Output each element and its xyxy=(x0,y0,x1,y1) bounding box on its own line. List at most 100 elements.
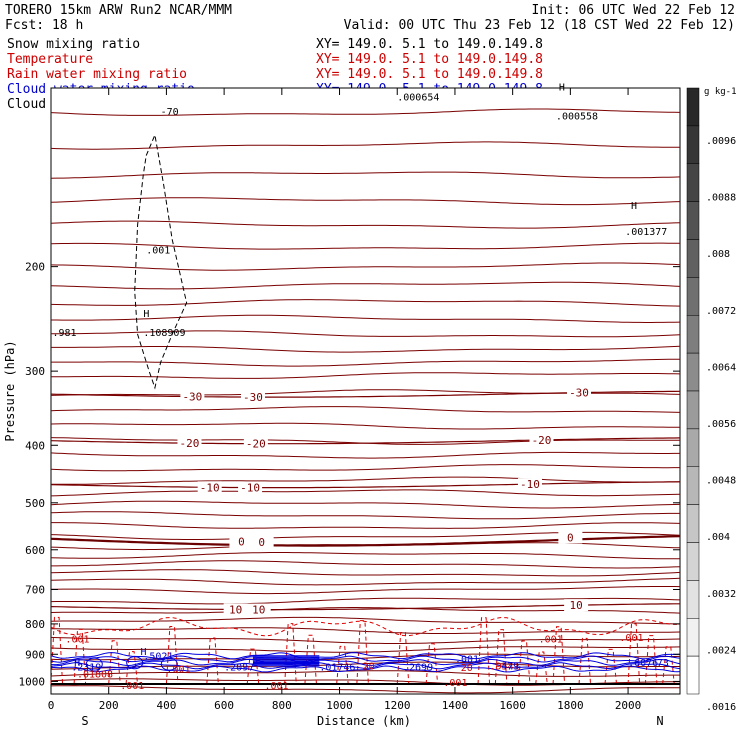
contour-label: 0 xyxy=(238,536,245,549)
annotation-label: .108909 xyxy=(143,328,185,339)
plot-area: -30 -30 -30-20 -20 -20-10 -10 -100 0 010 10 10.001… xyxy=(50,83,681,694)
isotherm-line xyxy=(50,569,681,577)
contour-label: -20 xyxy=(532,434,552,447)
contour-label-bg xyxy=(180,390,205,403)
contour-label-bg xyxy=(567,386,592,399)
colorbar-tick-label: .0048 xyxy=(706,476,736,487)
x-tick-label: 400 xyxy=(156,699,176,712)
annotation-label: .5021 xyxy=(143,651,173,662)
annotation-label: .981 xyxy=(52,328,76,339)
isotherm-line xyxy=(50,281,681,290)
field-name-1: Temperature xyxy=(7,52,93,67)
contour-label: -30 xyxy=(569,387,589,400)
colorbar-level xyxy=(686,239,700,278)
x-tick-label: 1800 xyxy=(557,699,584,712)
colorbar: g kg-1 .0096 .0088 .008 .0072 .0064 .0056 .0048… xyxy=(686,87,737,713)
colorbar-level xyxy=(686,163,700,202)
annotation-label: .001 xyxy=(146,245,170,256)
field-xy-2: XY= 149.0. 5.1 to 149.0.149.8 xyxy=(316,67,543,82)
annotation-label: .2097 xyxy=(224,662,254,673)
annotation-label: H xyxy=(140,647,146,658)
contour-label-bg xyxy=(229,535,254,548)
cloud-water-contour xyxy=(50,655,681,663)
x-axis-label: Distance (km) xyxy=(317,714,411,728)
annotation-label: .001 xyxy=(120,681,144,692)
colorbar-units: g kg-1 xyxy=(704,87,737,97)
contour-label: -10 xyxy=(520,478,540,491)
rain-contour xyxy=(627,623,641,685)
colorbar-tick-label: .0064 xyxy=(706,362,736,373)
annotation-label: .001377 xyxy=(625,227,667,238)
colorbar-tick-label: .0096 xyxy=(706,136,736,147)
colorbar-level xyxy=(686,580,700,619)
y-tick-label: 200 xyxy=(25,261,45,274)
colorbar-level xyxy=(686,201,700,240)
field-name-0: Snow mixing ratio xyxy=(7,37,140,52)
cloud-water-cell xyxy=(85,657,103,671)
annotation-label: .001 xyxy=(455,655,479,666)
isotherm-line xyxy=(50,500,681,509)
annotation-label: 479 xyxy=(501,662,519,673)
contour-label-bg xyxy=(564,599,589,612)
colorbar-tick-label: .0072 xyxy=(706,306,736,317)
cloud-water-cell xyxy=(160,657,178,671)
isotherm-line xyxy=(50,577,681,586)
annotation-label: 73 xyxy=(657,658,669,669)
contour-label: -20 xyxy=(180,437,200,450)
colorbar-level xyxy=(686,390,700,430)
isotherm-line xyxy=(50,220,681,229)
colorbar-level xyxy=(686,87,700,127)
colorbar-level xyxy=(686,655,700,695)
annotation-label: .2699 xyxy=(403,662,433,673)
annotation-label: .6076 xyxy=(628,658,658,669)
isotherm-line xyxy=(50,511,680,520)
isotherm-line xyxy=(50,636,681,644)
annotation-label: .001 xyxy=(539,635,563,646)
field-name-2: Rain water mixing ratio xyxy=(7,67,187,82)
annotation-label: -70 xyxy=(161,107,179,118)
contour-label: -30 xyxy=(182,391,202,404)
rain-contour xyxy=(356,620,369,685)
rain-contour xyxy=(206,637,219,685)
y-tick-label: 800 xyxy=(25,618,45,631)
colorbar-level xyxy=(686,428,700,467)
y-tick-label: 600 xyxy=(25,544,45,557)
cloud-water-contour xyxy=(50,658,681,667)
south-label: S xyxy=(81,714,88,728)
contour-label: 10 xyxy=(229,603,242,616)
isotherm-line xyxy=(50,141,680,150)
colorbar-tick-label: .008 xyxy=(706,249,730,260)
cloud-water-contour xyxy=(50,662,681,670)
colorbar-tick-label: .0056 xyxy=(706,419,736,430)
annotation-label: H xyxy=(74,658,80,669)
contour-label-bg xyxy=(243,437,268,450)
isotherm-line xyxy=(51,314,681,323)
contour-label-bg xyxy=(246,603,271,616)
contour-label: 10 xyxy=(252,604,265,617)
snow-contour xyxy=(134,133,188,390)
isotherm-line xyxy=(50,108,681,116)
isotherm-line xyxy=(50,661,680,670)
isotherm-line xyxy=(50,653,681,661)
contour-label: 10 xyxy=(570,599,583,612)
colorbar-level xyxy=(686,315,700,354)
colorbar-level xyxy=(686,466,700,505)
contour-label-bg xyxy=(249,535,274,548)
x-tick-label: 1000 xyxy=(326,699,353,712)
isotherm-line xyxy=(51,345,681,353)
rain-contour xyxy=(246,648,260,685)
isotherm-line xyxy=(50,422,680,430)
contour-label: -10 xyxy=(240,482,260,495)
temperature-contour--10 xyxy=(50,481,681,489)
field-xy-1: XY= 149.0. 5.1 to 149.0.149.8 xyxy=(316,52,543,67)
header-forecast: Fcst: 18 h xyxy=(5,18,83,33)
x-tick-label: 1600 xyxy=(499,699,526,712)
isotherm-line xyxy=(50,262,681,271)
isotherm-line xyxy=(50,451,680,459)
contour-label-bg xyxy=(223,603,248,616)
y-tick-label: 900 xyxy=(25,648,45,661)
contour-label: -10 xyxy=(200,481,220,494)
